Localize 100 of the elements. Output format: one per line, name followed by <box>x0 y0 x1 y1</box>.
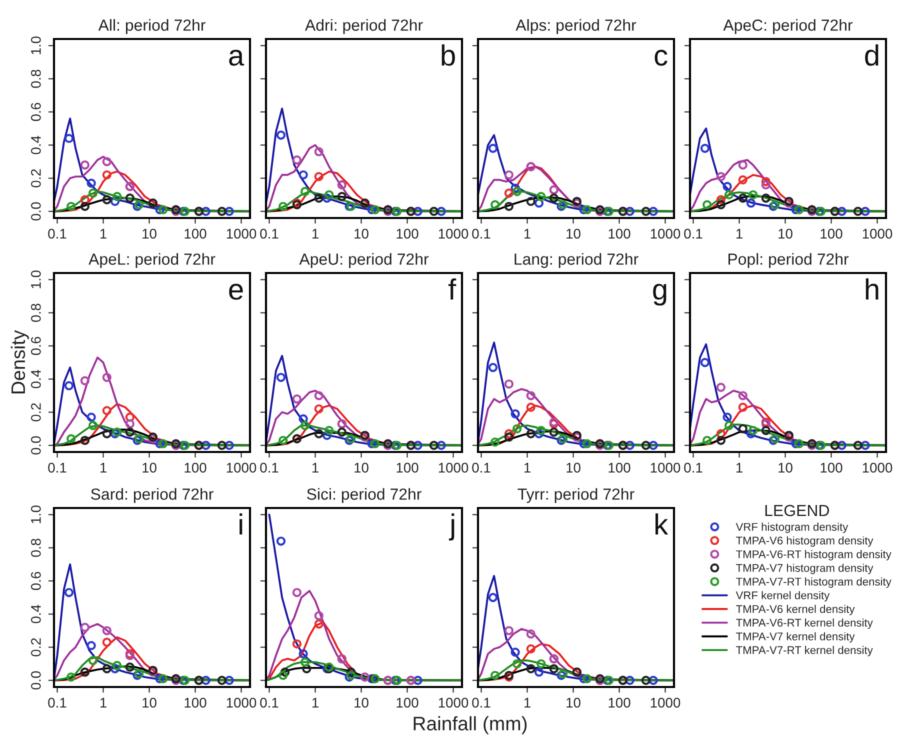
x-tick-label: 0.1 <box>260 462 278 473</box>
y-tick-label: 0.6 <box>31 336 41 356</box>
legend-label: TMPA-V6 histogram density <box>736 536 874 547</box>
y-tick-label: 0.4 <box>31 604 41 624</box>
x-tick-label: 0.1 <box>684 228 702 239</box>
chart-title: Alps: period 72hr <box>516 19 636 34</box>
x-tick-label: 10 <box>566 698 580 708</box>
x-tick-label: 1 <box>100 698 106 708</box>
legend-label: TMPA-V6-RT kernel density <box>736 618 873 629</box>
chart-title: Sard: period 72hr <box>91 488 214 503</box>
x-tick-label: 0.1 <box>260 698 278 708</box>
chart-title: ApeL: period 72hr <box>88 253 216 268</box>
chart-title: Popl: period 72hr <box>728 253 849 268</box>
x-tick-label: 100 <box>820 462 842 473</box>
x-tick-label: 10 <box>566 228 580 239</box>
x-tick-label: 100 <box>608 462 630 473</box>
y-tick-label: 1.0 <box>31 36 41 54</box>
annotation: i <box>240 513 242 535</box>
y-tick-label: 0.8 <box>31 538 41 557</box>
x-tick-label: 1000 <box>438 228 468 239</box>
x-tick-label: 1000 <box>226 228 256 239</box>
x-tick-label: 1 <box>312 228 318 238</box>
x-tick-label: 1000 <box>650 462 680 473</box>
chart-title: Tyrr: period 72hr <box>518 488 634 503</box>
x-tick-label: 10 <box>566 462 580 473</box>
x-tick-label: 100 <box>396 462 418 473</box>
x-tick-label: 1 <box>524 698 530 708</box>
y-tick-label: 0.2 <box>31 638 41 656</box>
x-tick-label: 1 <box>312 462 318 472</box>
x-tick-label: 0.1 <box>260 228 278 239</box>
chart-title: Adri: period 72hr <box>304 19 423 34</box>
x-tick-label: 100 <box>184 462 206 473</box>
legend-label: TMPA-V6-RT histogram density <box>736 550 892 560</box>
x-tick-label: 10 <box>142 228 156 239</box>
x-tick-label: 10 <box>142 698 156 708</box>
x-tick-label: 10 <box>778 228 792 239</box>
x-tick-label: 0.1 <box>48 698 66 708</box>
x-tick-label: 100 <box>608 228 630 239</box>
chart-title: Lang: period 72hr <box>514 253 638 268</box>
annotation: g <box>653 284 666 306</box>
x-tick-label: 1000 <box>862 228 892 239</box>
annotation: k <box>656 513 668 535</box>
y-tick-label: 0.0 <box>31 436 41 454</box>
y-tick-label: 0.4 <box>31 370 41 388</box>
legend-title: LEGEND <box>765 504 829 516</box>
y-tick-label: 0.2 <box>31 169 41 188</box>
x-tick-label: 10 <box>354 228 368 239</box>
x-tick-label: 0.1 <box>472 698 490 708</box>
x-tick-label: 1 <box>100 462 106 472</box>
chart-title: All: period 72hr <box>98 19 206 34</box>
x-tick-label: 1 <box>100 228 106 238</box>
x-tick-label: 10 <box>778 462 792 473</box>
x-tick-label: 1000 <box>438 462 468 473</box>
y-tick-label: 0.8 <box>31 70 41 88</box>
x-tick-label: 100 <box>184 698 206 708</box>
x-tick-label: 1 <box>736 228 742 238</box>
chart-title: Sici: period 72hr <box>307 488 422 503</box>
x-tick-label: 100 <box>396 698 418 708</box>
y-tick-label: 0.4 <box>31 136 41 154</box>
x-tick-label: 0.1 <box>472 228 490 239</box>
x-tick-label: 10 <box>354 462 368 473</box>
annotation: f <box>448 278 456 300</box>
annotation: e <box>229 284 243 300</box>
legend-label: TMPA-V7 kernel density <box>736 632 855 643</box>
x-tick-label: 10 <box>354 698 368 708</box>
legend-label: TMPA-V7-RT kernel density <box>736 646 873 656</box>
legend-label: VRF kernel density <box>736 591 830 602</box>
legend-label: TMPA-V7-RT histogram density <box>736 577 892 588</box>
y-axis-title: Density <box>10 330 29 394</box>
x-tick-label: 1 <box>524 228 530 238</box>
y-tick-label: 1.0 <box>31 270 41 288</box>
x-tick-label: 10 <box>142 462 156 473</box>
x-tick-label: 1000 <box>650 228 680 239</box>
legend-label: TMPA-V7 histogram density <box>736 564 874 574</box>
x-tick-label: 1 <box>736 462 742 472</box>
y-tick-label: 0.6 <box>31 102 41 122</box>
x-tick-label: 100 <box>396 228 418 239</box>
annotation: a <box>229 50 244 66</box>
annotation: d <box>865 44 878 66</box>
y-tick-label: 0.8 <box>31 304 41 322</box>
x-tick-label: 100 <box>820 228 842 239</box>
x-tick-label: 0.1 <box>48 462 66 473</box>
x-tick-label: 1000 <box>438 698 468 708</box>
y-tick-label: 0.6 <box>31 572 41 590</box>
x-tick-label: 0.1 <box>684 462 702 473</box>
y-tick-label: 0.0 <box>31 202 41 220</box>
x-tick-label: 0.1 <box>472 462 490 473</box>
chart-title: ApeU: period 72hr <box>299 253 429 268</box>
chart-title: ApeC: period 72hr <box>723 19 853 34</box>
x-tick-label: 100 <box>608 698 630 708</box>
x-tick-label: 1000 <box>226 698 256 708</box>
y-tick-label: 0.2 <box>31 403 41 422</box>
y-tick-label: 1.0 <box>31 506 41 524</box>
x-tick-label: 0.1 <box>48 228 66 239</box>
annotation: h <box>866 278 878 300</box>
x-tick-label: 1000 <box>226 462 256 473</box>
x-tick-label: 1000 <box>862 462 892 473</box>
annotation: b <box>442 44 455 66</box>
annotation: c <box>654 50 668 66</box>
legend-label: VRF histogram density <box>736 522 848 534</box>
